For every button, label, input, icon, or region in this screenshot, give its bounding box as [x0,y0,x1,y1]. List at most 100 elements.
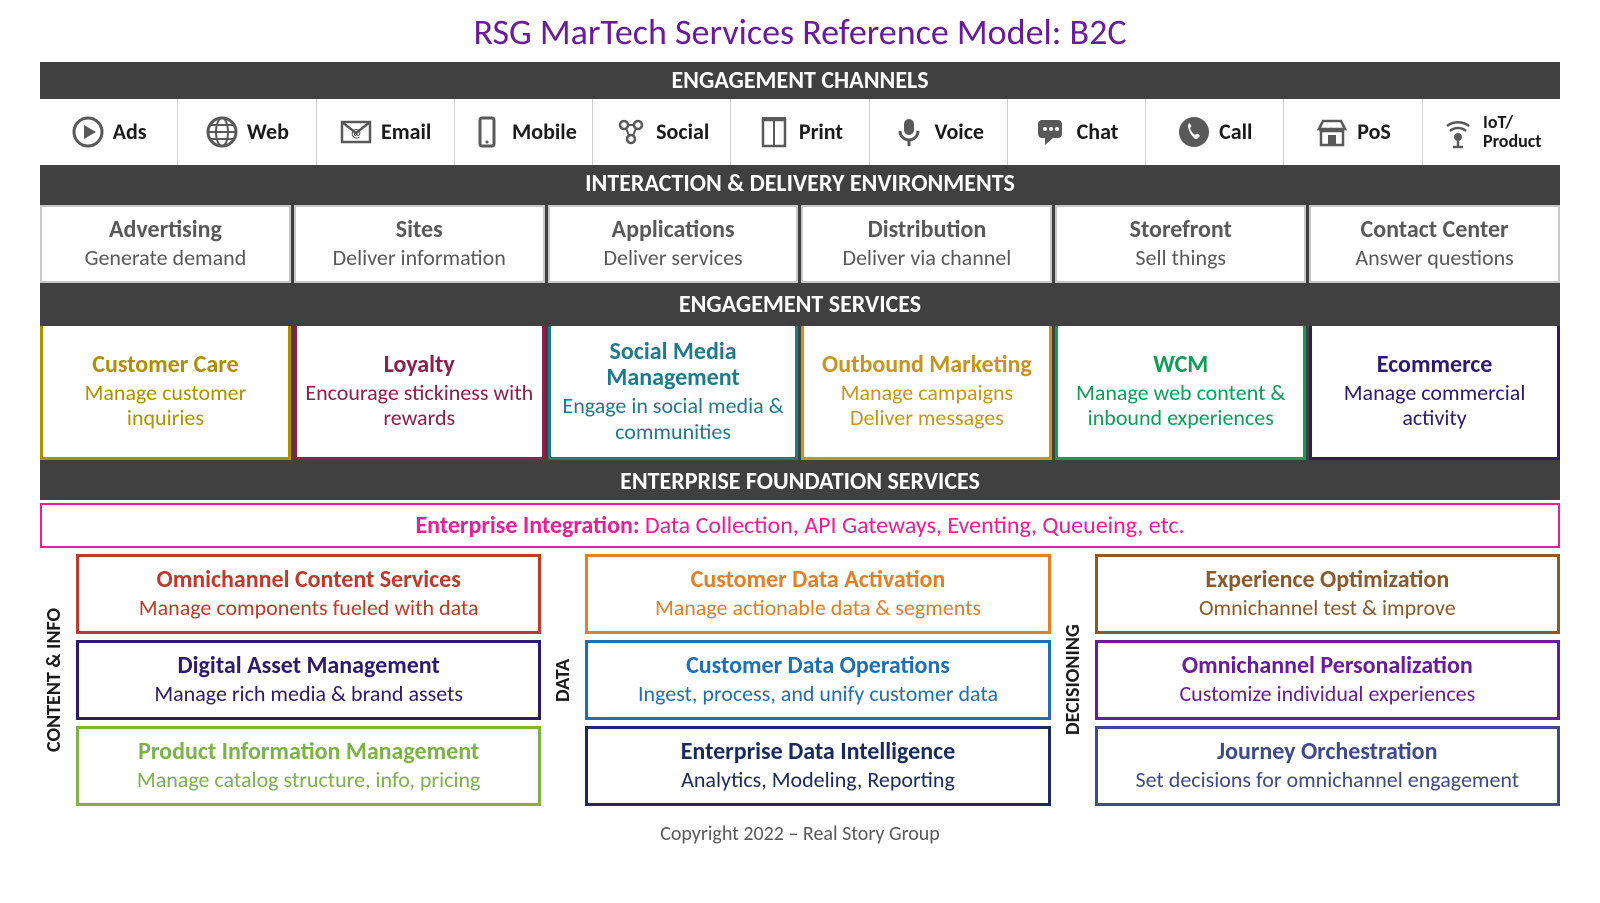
mic-icon [892,115,926,149]
service-sub: Encourage stickiness with rewards [303,380,536,431]
service-title: Ecommerce [1318,352,1551,378]
service-title: Customer Care [49,352,282,378]
phone-icon [470,115,504,149]
foundation-box: Experience OptimizationOmnichannel test … [1095,554,1560,634]
foundation-box-sub: Set decisions for omnichannel engagement [1104,766,1551,793]
channel-iot: IoT/Product [1423,99,1560,165]
service-sub: Manage campaigns Deliver messages [810,380,1043,431]
service-sub: Manage customer inquiries [49,380,282,431]
environment-title: Advertising [46,215,285,244]
foundation-box: Customer Data OperationsIngest, process,… [585,640,1050,720]
band-environments: INTERACTION & DELIVERY ENVIRONMENTS [40,165,1560,202]
channel-label: PoS [1357,118,1391,145]
channel-label: Chat [1077,118,1119,145]
channel-call: Call [1146,99,1284,165]
environment-title: Storefront [1061,215,1300,244]
channel-mobile: Mobile [455,99,593,165]
environment-sub: Generate demand [46,244,285,271]
column-vlabel: DECISIONING [1059,554,1087,806]
environment-title: Contact Center [1315,215,1554,244]
channel-social: Social [593,99,731,165]
integration-label: Enterprise Integration: [415,511,639,540]
foundation-box-sub: Omnichannel test & improve [1104,594,1551,621]
foundation-box-title: Customer Data Activation [594,565,1041,594]
channel-pos: PoS [1284,99,1422,165]
channel-label: Mobile [512,118,577,145]
environment-sub: Deliver information [300,244,539,271]
foundation-box: Product Information ManagementManage cat… [76,726,541,806]
service-box: EcommerceManage commercial activity [1309,326,1560,460]
chat-icon [1035,115,1069,149]
store-icon [1315,115,1349,149]
column-vlabel: DATA [549,554,577,806]
foundation-box-sub: Manage actionable data & segments [594,594,1041,621]
service-box: Outbound MarketingManage campaigns Deliv… [801,326,1052,460]
channel-ads: Ads [40,99,178,165]
environment-box: DistributionDeliver via channel [801,205,1052,283]
service-title: Social Media Management [557,339,790,392]
environment-sub: Deliver services [554,244,793,271]
environment-sub: Answer questions [1315,244,1554,271]
channel-web: Web [178,99,316,165]
foundation-box-sub: Manage components fueled with data [85,594,532,621]
environment-box: StorefrontSell things [1055,205,1306,283]
foundation-column: Omnichannel Content ServicesManage compo… [76,554,541,806]
print-icon [757,115,791,149]
service-sub: Manage commercial activity [1318,380,1551,431]
band-channels: ENGAGEMENT CHANNELS [40,62,1560,99]
foundation-box-sub: Analytics, Modeling, Reporting [594,766,1041,793]
foundation-column: Experience OptimizationOmnichannel test … [1095,554,1560,806]
channel-label: Email [381,118,431,145]
channel-label: Call [1219,118,1252,145]
social-icon [614,115,648,149]
foundation-box: Customer Data ActivationManage actionabl… [585,554,1050,634]
services-row: Customer CareManage customer inquiriesLo… [40,323,1560,463]
channel-label: Web [247,118,289,145]
mail-at-icon [339,115,373,149]
foundation-box-sub: Ingest, process, and unify customer data [594,680,1041,707]
environment-title: Distribution [807,215,1046,244]
service-sub: Engage in social media & communities [557,393,790,444]
foundation-box-title: Product Information Management [85,737,532,766]
iot-icon [1441,115,1475,149]
page-title: RSG MarTech Services Reference Model: B2… [40,10,1560,54]
service-title: Outbound Marketing [810,352,1043,378]
foundation-box: Omnichannel PersonalizationCustomize ind… [1095,640,1560,720]
channel-chat: Chat [1008,99,1146,165]
channel-email: Email [317,99,455,165]
enterprise-integration-bar: Enterprise Integration: Data Collection,… [40,503,1560,548]
service-title: Loyalty [303,352,536,378]
foundation-box: Journey OrchestrationSet decisions for o… [1095,726,1560,806]
foundation-box: Omnichannel Content ServicesManage compo… [76,554,541,634]
integration-rest: Data Collection, API Gateways, Eventing,… [639,511,1184,540]
environment-sub: Deliver via channel [807,244,1046,271]
foundation-box-sub: Manage catalog structure, info, pricing [85,766,532,793]
foundation-box-title: Digital Asset Management [85,651,532,680]
channel-label: Voice [934,118,984,145]
band-services: ENGAGEMENT SERVICES [40,286,1560,323]
foundation-box-sub: Customize individual experiences [1104,680,1551,707]
channel-print: Print [731,99,869,165]
foundation-column: Customer Data ActivationManage actionabl… [585,554,1050,806]
foundation-box-sub: Manage rich media & brand assets [85,680,532,707]
foundation-box-title: Omnichannel Content Services [85,565,532,594]
environment-title: Applications [554,215,793,244]
band-foundation: ENTERPRISE FOUNDATION SERVICES [40,463,1560,500]
channel-label: IoT/Product [1483,113,1542,151]
environment-sub: Sell things [1061,244,1300,271]
service-sub: Manage web content & inbound experiences [1064,380,1297,431]
environment-box: ApplicationsDeliver services [548,205,799,283]
environment-box: SitesDeliver information [294,205,545,283]
service-title: WCM [1064,352,1297,378]
service-box: Customer CareManage customer inquiries [40,326,291,460]
footer-copyright: Copyright 2022 – Real Story Group [40,822,1560,846]
environment-box: AdvertisingGenerate demand [40,205,291,283]
service-box: LoyaltyEncourage stickiness with rewards [294,326,545,460]
channel-voice: Voice [870,99,1008,165]
service-box: WCMManage web content & inbound experien… [1055,326,1306,460]
service-box: Social Media ManagementEngage in social … [548,326,799,460]
play-icon [71,115,105,149]
channels-row: Ads Web Email Mobile Social Print Voice Chat Cal… [40,99,1560,165]
environment-box: Contact CenterAnswer questions [1309,205,1560,283]
channel-label: Print [799,118,843,145]
